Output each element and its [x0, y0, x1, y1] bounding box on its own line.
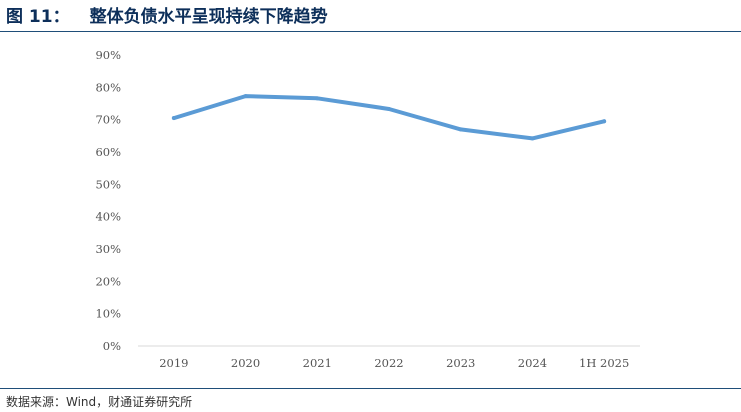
y-tick-label: 0% — [103, 339, 121, 353]
series-line — [171, 94, 607, 141]
y-tick-label: 20% — [95, 274, 121, 288]
y-tick-label: 60% — [95, 145, 121, 159]
y-tick-label: 70% — [95, 113, 121, 127]
figure-title: 图 11： 整体负债水平呈现持续下降趋势 — [6, 4, 328, 30]
y-tick-label: 30% — [95, 242, 121, 256]
figure-title-text: 整体负债水平呈现持续下降趋势 — [89, 7, 328, 27]
top-rule — [0, 31, 741, 32]
data-point — [602, 119, 607, 124]
data-point — [171, 116, 176, 121]
bottom-rule — [0, 388, 741, 389]
x-axis-ticks: 2019 2020 2021 2022 2023 2024 1H 2025 — [159, 356, 629, 370]
figure-number: 图 11： — [6, 7, 70, 27]
x-tick-label: 2019 — [159, 356, 188, 370]
x-tick-label: 2021 — [303, 356, 332, 370]
y-tick-label: 40% — [95, 210, 121, 224]
y-tick-label: 10% — [95, 307, 121, 321]
y-tick-label: 80% — [95, 80, 121, 94]
y-axis-ticks: 0% 10% 20% 30% 40% 50% 60% 70% 80% 90% — [95, 48, 121, 353]
data-point — [530, 136, 535, 141]
data-point — [387, 106, 391, 111]
y-tick-label: 90% — [95, 48, 121, 62]
source-note: 数据来源：Wind，财通证券研究所 — [6, 395, 193, 409]
y-tick-label: 50% — [95, 177, 121, 191]
line-chart: 0%10%20%30%40%50%60%70%80%90% 2019 2020 20… — [95, 48, 640, 370]
x-tick-label: 2022 — [374, 356, 403, 370]
x-tick-label: 2023 — [446, 356, 475, 370]
data-point — [458, 127, 463, 132]
data-point — [243, 94, 248, 99]
data-points — [171, 94, 607, 141]
x-tick-label: 1H 2025 — [579, 356, 629, 370]
data-point — [315, 96, 320, 101]
x-tick-label: 2020 — [231, 356, 260, 370]
x-tick-label: 2024 — [518, 356, 547, 370]
